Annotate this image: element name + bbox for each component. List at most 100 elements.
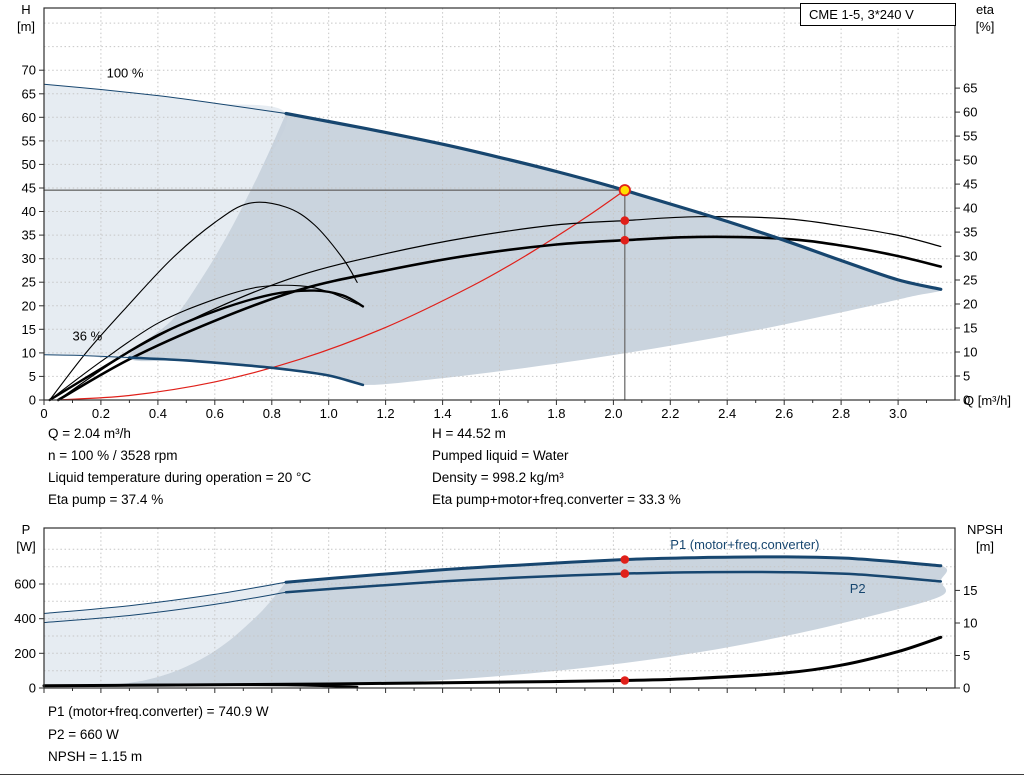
y-right-tick-label: 0 bbox=[963, 681, 970, 696]
y-right-tick-label: 30 bbox=[963, 249, 977, 264]
x-tick-label: 2.6 bbox=[775, 406, 793, 420]
x-tick-label: 1.4 bbox=[434, 406, 452, 420]
y-right-axis-unit: [%] bbox=[976, 19, 995, 34]
y-left-tick-label: 15 bbox=[22, 322, 36, 337]
y-left-tick-label: 0 bbox=[29, 681, 36, 696]
info-pumped-liquid: Pumped liquid = Water bbox=[432, 448, 569, 463]
speed-label-36pct: 36 % bbox=[73, 329, 103, 344]
x-tick-label: 3.0 bbox=[889, 406, 907, 420]
y-right-tick-label: 60 bbox=[963, 105, 977, 120]
x-tick-label: 1.0 bbox=[320, 406, 338, 420]
x-tick-label: 1.8 bbox=[547, 406, 565, 420]
x-tick-label: 0.2 bbox=[92, 406, 110, 420]
pump-model-box: CME 1-5, 3*240 V bbox=[800, 3, 956, 26]
y-right-axis-label: eta bbox=[976, 2, 995, 17]
y-left-tick-label: 40 bbox=[22, 204, 36, 219]
eta-pump-dot bbox=[620, 216, 630, 225]
system-curve-red bbox=[57, 189, 626, 401]
y-right-tick-label: 20 bbox=[963, 297, 977, 312]
y-left-tick-label: 20 bbox=[22, 298, 36, 313]
info-eta-total: Eta pump+motor+freq.converter = 33.3 % bbox=[432, 492, 681, 507]
y-right-tick-label: 40 bbox=[963, 201, 977, 216]
info-flow: Q = 2.04 m³/h bbox=[48, 426, 131, 441]
eta-36pct-total-bold bbox=[48, 289, 365, 402]
info-eta-pump: Eta pump = 37.4 % bbox=[48, 492, 164, 507]
y-left-axis-label: P bbox=[22, 522, 31, 537]
pump-curve-36pct-thin bbox=[43, 354, 130, 359]
p2-curve-label: P2 bbox=[850, 581, 866, 596]
x-tick-label: 1.2 bbox=[377, 406, 395, 420]
y-right-tick-label: 0 bbox=[963, 393, 970, 408]
qh-chart: 0 0.2 0.4 0.6 0.8 1.0 1.2 1.4 1.6 1.8 2.0 2.2 2.4 2.6… bbox=[17, 2, 1011, 420]
y-left-axis-unit: [W] bbox=[16, 539, 36, 554]
y-left-axis-label: H bbox=[21, 2, 30, 17]
p1-curve-label: P1 (motor+freq.converter) bbox=[670, 537, 819, 552]
y-left-tick-label: 35 bbox=[22, 228, 36, 243]
y-left-tick-label: 600 bbox=[14, 577, 36, 592]
x-tick-label: 0.4 bbox=[149, 406, 167, 420]
y-left-tick-label: 200 bbox=[14, 646, 36, 661]
y-left-tick-label: 65 bbox=[22, 86, 36, 101]
y-right-tick-label: 35 bbox=[963, 225, 977, 240]
x-tick-label: 0.6 bbox=[206, 406, 224, 420]
y-right-tick-label: 10 bbox=[963, 345, 977, 360]
y-right-axis-label: NPSH bbox=[967, 522, 1003, 537]
speed-label-100pct: 100 % bbox=[107, 65, 144, 80]
x-tick-label: 0.8 bbox=[263, 406, 281, 420]
duty-point-marker bbox=[618, 184, 631, 197]
power-info-block: P1 (motor+freq.converter) = 740.9 W P2 =… bbox=[48, 701, 269, 769]
y-left-tick-label: 5 bbox=[29, 369, 36, 384]
y-right-tick-label: 65 bbox=[963, 81, 977, 96]
y-left-tick-label: 70 bbox=[22, 63, 36, 78]
pump-curve-36pct-bold bbox=[128, 356, 365, 387]
info-liquid-temp: Liquid temperature during operation = 20… bbox=[48, 470, 312, 485]
p1-curve-thin bbox=[43, 581, 287, 614]
eta-pump-curve-thin bbox=[57, 216, 942, 401]
bottom-separator bbox=[0, 774, 1024, 775]
pump-curve-100pct-thin bbox=[43, 83, 287, 114]
p2-duty-dot bbox=[620, 569, 630, 578]
y-left-tick-label: 10 bbox=[22, 345, 36, 360]
info-npsh: NPSH = 1.15 m bbox=[48, 749, 143, 764]
eta-total-curve-bold bbox=[56, 235, 943, 402]
y-left-tick-label: 0 bbox=[29, 393, 36, 408]
y-right-tick-label: 25 bbox=[963, 273, 977, 288]
x-tick-label: 2.2 bbox=[661, 406, 679, 420]
pump-model-label: CME 1-5, 3*240 V bbox=[809, 7, 914, 22]
x-tick-label: 2.8 bbox=[832, 406, 850, 420]
x-tick-label: 1.6 bbox=[490, 406, 508, 420]
y-left-tick-label: 55 bbox=[22, 133, 36, 148]
p2-curve-thin bbox=[43, 591, 287, 623]
y-right-tick-label: 50 bbox=[963, 153, 977, 168]
info-head: H = 44.52 m bbox=[432, 426, 506, 441]
x-tick-label: 2.4 bbox=[718, 406, 736, 420]
speed-envelope-light bbox=[44, 84, 288, 360]
y-right-tick-label: 15 bbox=[963, 321, 977, 336]
y-right-tick-label: 15 bbox=[963, 583, 977, 598]
info-p1: P1 (motor+freq.converter) = 740.9 W bbox=[48, 704, 269, 719]
info-speed: n = 100 % / 3528 rpm bbox=[48, 448, 178, 463]
npsh-duty-dot bbox=[620, 676, 630, 685]
y-right-tick-label: 55 bbox=[963, 129, 977, 144]
y-left-tick-label: 25 bbox=[22, 275, 36, 290]
y-left-axis-unit: [m] bbox=[17, 19, 35, 34]
power-npsh-chart: 0 200 400 600 0 5 10 15 P [W] NPSH [m] P1 (motor+fre… bbox=[14, 522, 1003, 696]
y-left-tick-label: 30 bbox=[22, 251, 36, 266]
x-axis-label: Q [m³/h] bbox=[964, 393, 1011, 408]
y-left-tick-label: 50 bbox=[22, 157, 36, 172]
x-tick-label: 2.0 bbox=[604, 406, 622, 420]
info-density: Density = 998.2 kg/m³ bbox=[432, 470, 564, 485]
x-tick-label: 0 bbox=[40, 406, 47, 420]
y-left-tick-label: 60 bbox=[22, 110, 36, 125]
eta-36pct-tall-curve bbox=[49, 201, 358, 401]
y-right-tick-label: 5 bbox=[963, 369, 970, 384]
eta-total-dot bbox=[620, 235, 630, 245]
pump-curve-100pct-bold bbox=[284, 111, 943, 291]
y-right-tick-label: 45 bbox=[963, 177, 977, 192]
y-right-axis-unit: [m] bbox=[976, 539, 994, 554]
y-right-tick-label: 5 bbox=[963, 648, 970, 663]
y-right-tick-label: 10 bbox=[963, 616, 977, 631]
p1-duty-dot bbox=[620, 555, 630, 564]
npsh-curve-bold bbox=[42, 635, 943, 688]
